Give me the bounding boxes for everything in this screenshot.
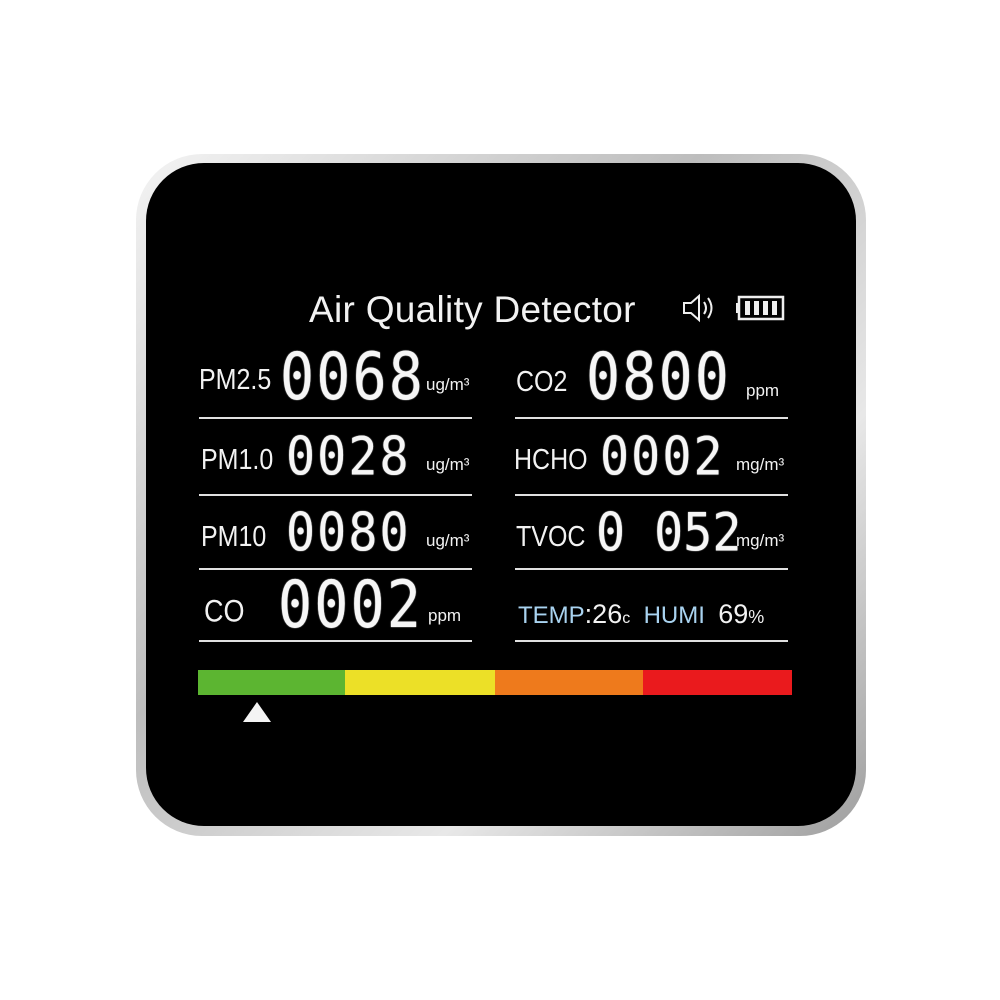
co2-unit: ppm [746, 381, 780, 400]
divider [199, 417, 472, 419]
hcho-value: 0002 [600, 425, 725, 488]
pm25-label: PM2.5 [199, 363, 272, 397]
co2-value: 0800 [586, 339, 731, 415]
temp-label: TEMP [518, 602, 585, 629]
co-unit: ppm [428, 606, 462, 625]
temp-value: :26 [584, 599, 623, 629]
level-indicator-triangle [243, 702, 272, 722]
battery-full-icon [736, 295, 785, 321]
pm25-unit: ug/m³ [426, 375, 470, 394]
temp-unit: c [622, 610, 631, 627]
scale-unhealthy [495, 670, 643, 695]
scale-moderate [345, 670, 495, 695]
pm100-unit: ug/m³ [426, 531, 470, 550]
pm10-label: PM1.0 [201, 443, 274, 477]
tvoc-value: 0 052 [596, 501, 742, 564]
air-quality-detector-device: Air Quality Detector PM2.5 0068 ug/m³ PM… [136, 154, 866, 836]
pm10-value: 0028 [286, 425, 411, 488]
environment-readout: TEMP:26c HUMI 69% [518, 599, 764, 630]
speaker-icon [683, 293, 713, 323]
tvoc-label: TVOC [516, 520, 586, 554]
humi-label: HUMI [643, 602, 705, 629]
co-value: 0002 [278, 567, 423, 643]
divider [199, 640, 472, 642]
divider [515, 640, 788, 642]
co-label: CO [204, 593, 245, 629]
humi-unit: % [748, 607, 765, 627]
pm10-unit: ug/m³ [426, 455, 470, 474]
device-title: Air Quality Detector [309, 289, 636, 330]
pm100-value: 0080 [286, 501, 411, 564]
display-screen: Air Quality Detector PM2.5 0068 ug/m³ PM… [146, 163, 856, 826]
divider [515, 494, 788, 496]
tvoc-unit: mg/m³ [736, 531, 785, 550]
humi-value: 69 [718, 599, 749, 629]
scale-good [198, 670, 345, 695]
divider [515, 568, 788, 570]
pm100-label: PM10 [201, 520, 267, 554]
divider [199, 568, 472, 570]
divider [199, 494, 472, 496]
divider [515, 417, 788, 419]
scale-hazardous [643, 670, 792, 695]
pm25-value: 0068 [280, 339, 425, 415]
hcho-unit: mg/m³ [736, 455, 785, 474]
co2-label: CO2 [516, 365, 568, 399]
hcho-label: HCHO [514, 443, 588, 477]
